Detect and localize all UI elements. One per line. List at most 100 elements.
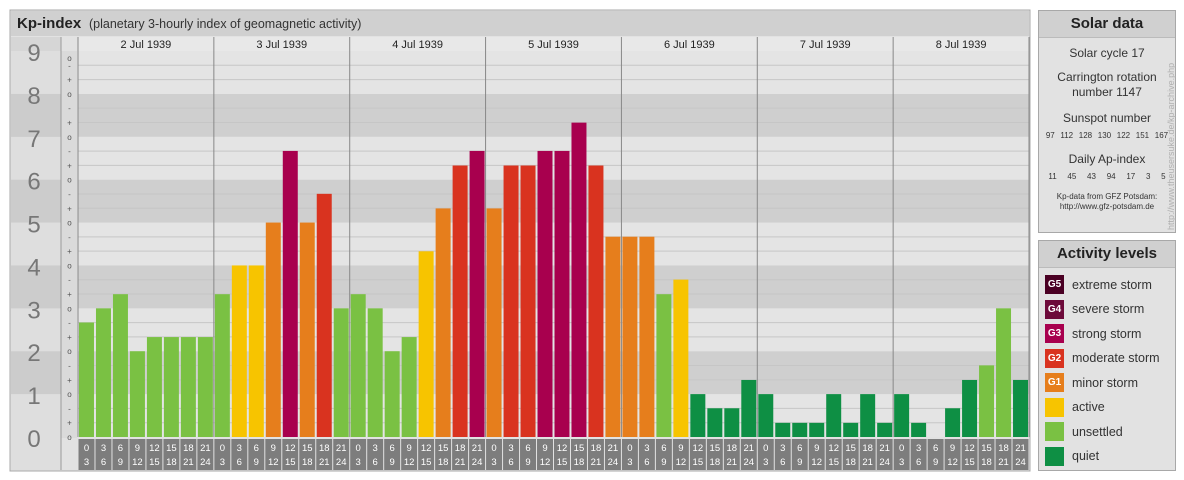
- activity-level-row: G2 moderate storm: [1045, 348, 1160, 368]
- interval-cell: [689, 439, 706, 470]
- interval-end-label: 9: [254, 457, 259, 468]
- interval-start-label: 15: [981, 443, 992, 454]
- kp-bar-4: [146, 337, 162, 437]
- interval-end-label: 15: [557, 457, 568, 468]
- interval-end-label: 3: [356, 457, 361, 468]
- interval-start-label: 12: [285, 443, 296, 454]
- y-tick-label-6: 6: [27, 169, 40, 196]
- interval-cell: [163, 439, 180, 470]
- interval-cell: [808, 439, 825, 470]
- interval-cell: [248, 439, 265, 470]
- interval-end-label: 6: [916, 457, 921, 468]
- interval-end-label: 24: [744, 457, 755, 468]
- ap-label: Daily Ap-index: [1068, 152, 1146, 166]
- interval-end-label: 3: [84, 457, 89, 468]
- kp-subtick-o: o: [67, 261, 72, 270]
- interval-end-label: 6: [644, 457, 649, 468]
- interval-end-label: 24: [336, 457, 347, 468]
- interval-start-label: 15: [845, 443, 856, 454]
- kp-bar-54: [996, 308, 1012, 437]
- sunspot-value: 130: [1097, 131, 1112, 140]
- interval-cell: [231, 439, 248, 470]
- y-band-0: [11, 394, 61, 437]
- kp-bar-38: [724, 408, 740, 437]
- y-band-8: [11, 51, 61, 94]
- kp-bar-48: [894, 394, 910, 437]
- kp-bar-53: [979, 365, 995, 437]
- interval-start-label: 15: [166, 443, 177, 454]
- ap-value: 5: [1161, 172, 1166, 181]
- y-band-3: [11, 265, 61, 309]
- kp-bar-32: [622, 236, 638, 437]
- interval-start-label: 6: [525, 443, 530, 454]
- chart-subtitle: (planetary 3-hourly index of geomagnetic…: [89, 17, 361, 31]
- level-label: severe storm: [1072, 302, 1145, 316]
- y-tick-label-1: 1: [27, 383, 40, 410]
- interval-start-label: 9: [814, 443, 819, 454]
- day-label: 4 Jul 1939: [392, 39, 443, 51]
- interval-cell: [604, 439, 621, 470]
- interval-cell: [791, 439, 808, 470]
- interval-end-label: 18: [845, 457, 856, 468]
- kp-band-8: [78, 51, 1029, 94]
- solar-data-panel: Solar data Solar cycle 17 Carrington rot…: [1038, 10, 1176, 233]
- interval-end-label: 21: [998, 457, 1009, 468]
- interval-end-label: 15: [149, 457, 160, 468]
- interval-end-label: 21: [319, 457, 330, 468]
- kp-bar-39: [741, 379, 757, 437]
- interval-end-label: 15: [421, 457, 432, 468]
- kp-bar-30: [588, 165, 604, 437]
- kp-bar-16: [350, 294, 366, 437]
- interval-cell: [554, 439, 570, 470]
- kp-bar-51: [945, 408, 961, 437]
- day-label: 2 Jul 1939: [121, 39, 172, 51]
- activity-level-row: G3 strong storm: [1045, 324, 1141, 343]
- kp-subtick-minus: -: [68, 319, 71, 328]
- y-tick-label-0: 0: [27, 426, 40, 453]
- interval-end-label: 18: [981, 457, 992, 468]
- kp-subtick-minus: -: [68, 362, 71, 371]
- kp-bar-6: [180, 337, 196, 437]
- interval-end-label: 18: [574, 457, 585, 468]
- kp-bar-12: [282, 150, 298, 438]
- interval-cell: [78, 439, 95, 470]
- interval-cell: [316, 439, 333, 470]
- interval-end-label: 6: [101, 457, 106, 468]
- kp-bar-19: [401, 337, 417, 437]
- ap-values: 11 45 43 94 17 3 5: [1039, 171, 1175, 183]
- interval-end-label: 6: [373, 457, 378, 468]
- kp-bar-47: [877, 422, 893, 437]
- interval-cell: [774, 439, 791, 470]
- kp-bar-13: [299, 222, 315, 437]
- interval-cell: [214, 439, 231, 470]
- kp-bar-41: [775, 422, 791, 437]
- interval-start-label: 21: [1015, 443, 1026, 454]
- y-band-2: [11, 308, 61, 352]
- carrington-line1: Carrington rotation: [1057, 70, 1157, 84]
- kp-subtick-o: o: [67, 390, 72, 399]
- kp-bar-22: [452, 165, 468, 437]
- interval-start-label: 15: [438, 443, 449, 454]
- interval-start-label: 6: [933, 443, 938, 454]
- interval-start-label: 9: [271, 443, 276, 454]
- kp-bar-3: [129, 351, 145, 437]
- interval-end-label: 24: [879, 457, 890, 468]
- interval-start-label: 0: [220, 443, 225, 454]
- interval-start-label: 18: [727, 443, 738, 454]
- ap-value: 45: [1067, 172, 1077, 181]
- carrington-line2: number 1147: [1072, 85, 1142, 99]
- kp-bar-40: [758, 394, 774, 437]
- activity-level-row: active: [1045, 397, 1105, 417]
- kp-subtick-plus: +: [67, 419, 72, 428]
- y-tick-label-5: 5: [27, 212, 40, 239]
- interval-cell: [469, 439, 486, 470]
- interval-end-label: 9: [390, 457, 395, 468]
- interval-start-label: 3: [644, 443, 649, 454]
- day-label: 3 Jul 1939: [256, 39, 307, 51]
- kp-subtick-minus: -: [68, 404, 71, 413]
- kp-subtick-minus: -: [68, 104, 71, 113]
- interval-end-label: 9: [933, 457, 938, 468]
- y-band-bottom: [11, 437, 61, 470]
- interval-cell: [95, 439, 112, 470]
- interval-end-label: 21: [455, 457, 466, 468]
